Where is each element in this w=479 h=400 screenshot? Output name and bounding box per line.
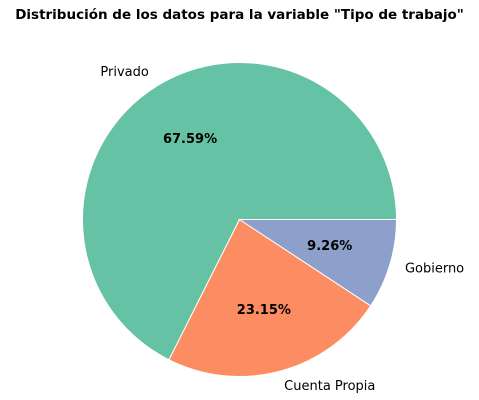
slice-label-cuenta-propia: Cuenta Propia xyxy=(284,379,375,394)
chart-title: Distribución de los datos para la variab… xyxy=(15,7,464,23)
pie-slice-cuenta-propia xyxy=(168,218,372,377)
slice-label-privado: Privado xyxy=(100,65,148,80)
slice-label-gobierno: Gobierno xyxy=(405,262,464,277)
pie-slice-gobierno xyxy=(237,219,398,307)
slice-percent-gobierno: 9.26% xyxy=(307,239,352,254)
slice-percent-cuenta-propia: 23.15% xyxy=(237,303,291,318)
slice-percent-privado: 67.59% xyxy=(163,132,217,147)
pie-slice-privado xyxy=(82,62,398,361)
